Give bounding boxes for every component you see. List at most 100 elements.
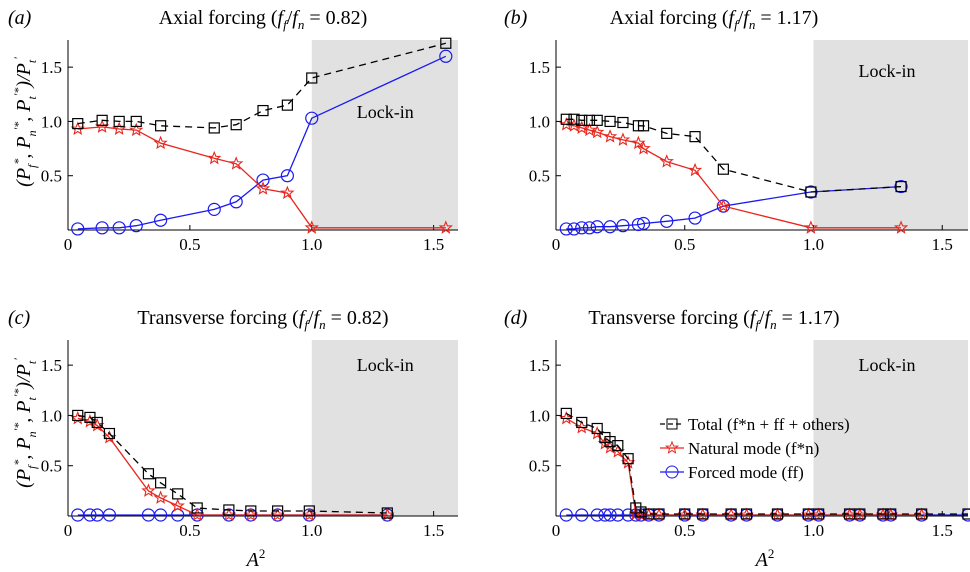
data-point-natural	[270, 507, 285, 521]
data-point-forced	[631, 217, 646, 232]
data-point-natural	[221, 507, 237, 521]
x-tick-label: 1.0	[803, 235, 824, 254]
data-point-forced	[590, 508, 604, 522]
x-tick-label: 0	[552, 235, 561, 254]
data-point-natural	[574, 120, 589, 134]
y-tick-label: 1.5	[41, 356, 62, 375]
data-point-total	[805, 186, 817, 198]
data-point-natural	[582, 122, 597, 137]
data-point-natural	[70, 121, 85, 136]
data-point-natural	[716, 198, 731, 213]
x-tick-label: 1.0	[301, 521, 322, 540]
data-point-natural	[243, 507, 258, 521]
data-point-total	[281, 99, 293, 111]
data-point-total	[622, 453, 634, 465]
data-point-total	[560, 407, 572, 420]
data-point-total	[257, 104, 269, 117]
data-point-total	[103, 427, 116, 440]
data-point-total	[885, 508, 897, 520]
data-point-natural	[770, 507, 785, 521]
y-axis-label-bottom: (Pf*, Pn′*, Pt′*)/Pt′	[11, 358, 39, 488]
data-point-natural	[677, 507, 692, 521]
data-point-total	[191, 502, 203, 514]
data-point-forced	[112, 221, 126, 235]
x-tick-label: 1.5	[932, 521, 953, 540]
data-point-total	[583, 114, 596, 126]
data-point-natural	[82, 413, 98, 428]
data-point-total	[813, 508, 825, 520]
data-point-total	[604, 115, 616, 128]
x-tick-label: 1.0	[803, 521, 824, 540]
y-tick-label: 0.5	[41, 167, 62, 186]
data-point-natural	[574, 420, 589, 434]
data-point-total	[223, 504, 235, 516]
x-tick-label: 0.5	[179, 521, 200, 540]
data-point-total	[72, 117, 84, 130]
lockin-region	[813, 40, 968, 230]
data-point-total	[689, 131, 701, 143]
data-point-natural	[811, 507, 826, 521]
lockin-label: Lock-in	[859, 355, 916, 375]
data-point-total	[591, 114, 603, 126]
legend: Total (f*n + ff + others) Natural mode (f…	[660, 415, 850, 482]
legend-marker	[665, 465, 679, 479]
data-point-forced	[636, 216, 651, 231]
data-point-forced	[439, 49, 453, 63]
data-point-total	[208, 122, 220, 134]
data-point-forced	[621, 508, 635, 522]
y-tick-label: 1.0	[41, 406, 62, 425]
data-point-forced	[559, 508, 573, 522]
y-axis-label-top: (Pf*, Pn′*, Pt′*)/Pt′	[11, 57, 39, 187]
data-point-total	[591, 422, 603, 435]
data-point-natural	[112, 121, 127, 136]
panel-letter: (b)	[504, 7, 528, 29]
panel-letter: (c)	[8, 307, 31, 329]
data-point-natural	[590, 124, 605, 139]
data-point-total	[142, 468, 155, 480]
data-point-total	[155, 477, 167, 489]
data-point-natural	[651, 507, 667, 521]
data-point-natural	[559, 117, 574, 131]
y-tick-label: 0.5	[529, 167, 550, 186]
panel-c: Lock-in 0 0.5 1.0 1.5 0.5 1.0 1.5 (c) Transverse …	[8, 307, 458, 540]
data-point-natural	[207, 150, 222, 165]
x-tick-label: 0.5	[179, 235, 200, 254]
x-tick-label: 0.5	[674, 235, 695, 254]
data-point-forced	[280, 169, 294, 183]
data-point-natural	[723, 507, 739, 521]
data-point-total	[440, 37, 452, 49]
data-point-natural	[620, 455, 636, 469]
data-point-forced	[603, 220, 617, 234]
y-tick-label: 1.5	[529, 58, 550, 77]
data-point-total	[612, 440, 624, 452]
legend-label-natural: Natural mode (f*n)	[688, 439, 819, 458]
x-tick-label: 1.5	[932, 235, 953, 254]
data-point-natural	[302, 507, 317, 521]
x-tick-label: 1.0	[301, 235, 322, 254]
data-point-forced	[567, 222, 581, 236]
data-point-natural	[739, 507, 754, 521]
data-point-forced	[603, 508, 617, 522]
data-point-forced	[154, 508, 168, 522]
data-point-total	[245, 505, 257, 517]
data-point-total	[604, 435, 616, 448]
legend-label-forced: Forced mode (ff)	[688, 463, 804, 482]
data-point-forced	[207, 202, 221, 216]
data-point-total	[576, 416, 588, 429]
x-tick-label: 1.5	[423, 235, 444, 254]
data-point-total	[113, 115, 125, 128]
data-point-natural	[590, 426, 605, 440]
data-point-total	[679, 508, 691, 520]
data-point-natural	[153, 490, 168, 504]
data-point-total	[381, 507, 393, 519]
data-point-natural	[631, 135, 646, 150]
data-point-total	[303, 505, 315, 517]
data-point-natural	[170, 498, 185, 512]
series-line-total	[77, 414, 388, 514]
lockin-region	[813, 340, 968, 516]
data-point-forced	[305, 111, 319, 125]
data-point-natural	[914, 507, 929, 521]
y-tick-label: 1.5	[529, 356, 550, 375]
data-point-natural	[687, 162, 703, 177]
data-point-total	[854, 508, 866, 520]
